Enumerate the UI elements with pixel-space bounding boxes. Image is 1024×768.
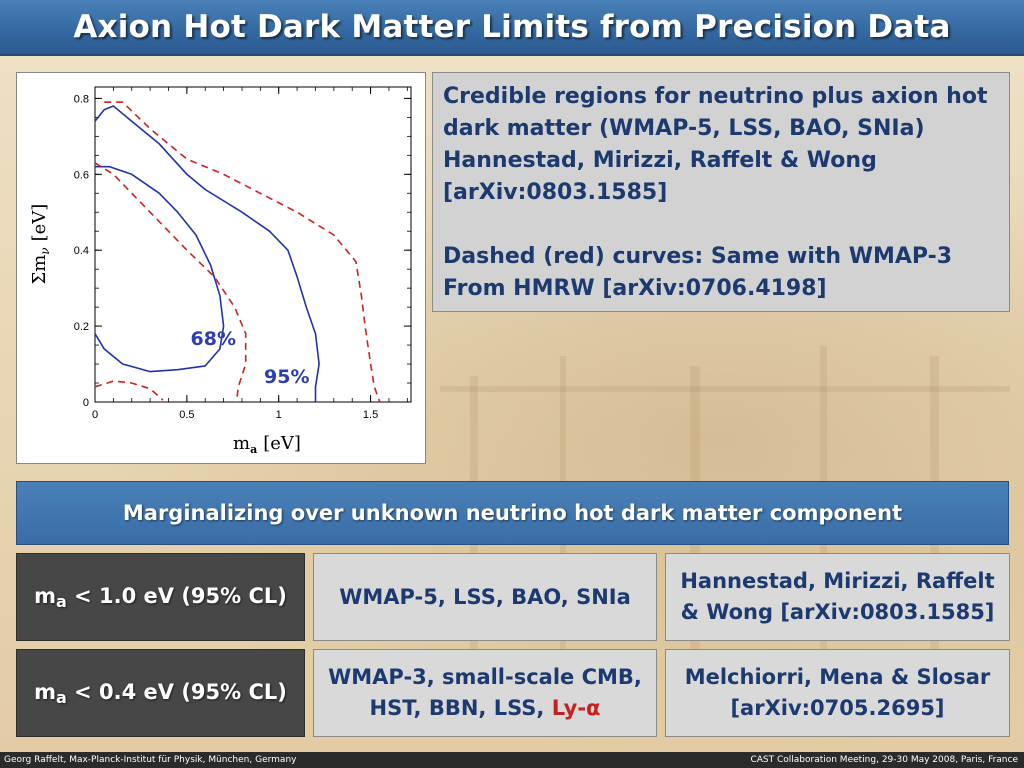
lyman-alpha-text: Ly-α xyxy=(551,696,601,720)
contour-label: 95% xyxy=(264,366,309,388)
limit-subscript: a xyxy=(55,591,67,611)
wmap3-contour xyxy=(94,380,164,401)
reference-line: [arXiv:0705.2695] xyxy=(730,696,945,720)
y-tick-label: 0 xyxy=(83,397,89,409)
data-sets-text: HST, BBN, LSS, xyxy=(369,696,552,720)
contour-plot: 0 0.5 1 1.5 0 0.2 0.4 0.6 0.8 68% 95% ma [eV] Σmν[eV] xyxy=(16,72,426,464)
info-line: From HMRW [arXiv:0706.4198] xyxy=(443,276,827,301)
y-tick-label: 0.6 xyxy=(74,169,89,181)
x-tick-label: 0 xyxy=(92,409,98,421)
reference-line: Hannestad, Mirizzi, Raffelt xyxy=(680,569,995,593)
info-line: Hannestad, Mirizzi, Raffelt & Wong xyxy=(443,148,877,173)
y-axis-label: Σmν[eV] xyxy=(29,204,52,285)
limit-cell-2: ma < 0.4 eV (95% CL) xyxy=(16,649,305,737)
info-line: Dashed (red) curves: Same with WMAP-3 xyxy=(443,244,953,269)
x-tick-label: 0.5 xyxy=(179,409,194,421)
wmap3-contour xyxy=(94,162,247,403)
info-line: [arXiv:0803.1585] xyxy=(443,180,668,205)
title-bar: Axion Hot Dark Matter Limits from Precis… xyxy=(0,0,1024,56)
limit-symbol: m xyxy=(34,679,56,704)
slide-title: Axion Hot Dark Matter Limits from Precis… xyxy=(73,9,951,45)
x-tick-label: 1.5 xyxy=(363,409,378,421)
y-tick-label: 0.4 xyxy=(74,245,89,257)
info-box: Credible regions for neutrino plus axion… xyxy=(432,72,1010,312)
reference-line: & Wong [arXiv:0803.1585] xyxy=(680,600,995,624)
info-line: dark matter (WMAP-5, LSS, BAO, SNIa) xyxy=(443,116,925,141)
data-sets-text: WMAP-5, LSS, BAO, SNIa xyxy=(339,584,631,609)
wmap5-contour xyxy=(94,165,225,373)
plot-frame xyxy=(94,86,412,403)
limit-value: < 1.0 eV (95% CL) xyxy=(66,583,287,608)
limit-symbol: m xyxy=(34,583,56,608)
limit-subscript: a xyxy=(55,687,67,707)
marginalizing-banner: Marginalizing over unknown neutrino hot … xyxy=(16,481,1009,545)
footer-bar: Georg Raffelt, Max-Planck-Institut für P… xyxy=(0,752,1024,768)
wmap5-contour xyxy=(94,105,320,402)
x-axis-label: ma [eV] xyxy=(233,433,301,456)
reference-line: Melchiorri, Mena & Slosar xyxy=(684,665,991,689)
data-cell-2: WMAP-3, small-scale CMB, HST, BBN, LSS, … xyxy=(313,649,657,737)
data-cell-1: WMAP-5, LSS, BAO, SNIa xyxy=(313,553,657,641)
x-tick-label: 1 xyxy=(276,409,282,421)
limit-value: < 0.4 eV (95% CL) xyxy=(66,679,287,704)
plot-svg: 0 0.5 1 1.5 0 0.2 0.4 0.6 0.8 68% 95% ma [eV] Σmν[eV] xyxy=(29,86,412,456)
data-sets-text: WMAP-3, small-scale CMB, xyxy=(328,665,642,689)
ref-cell-1: Hannestad, Mirizzi, Raffelt & Wong [arXi… xyxy=(665,553,1010,641)
ref-cell-2: Melchiorri, Mena & Slosar [arXiv:0705.26… xyxy=(665,649,1010,737)
limit-cell-1: ma < 1.0 eV (95% CL) xyxy=(16,553,305,641)
info-line: Credible regions for neutrino plus axion… xyxy=(443,84,988,109)
footer-event: CAST Collaboration Meeting, 29-30 May 20… xyxy=(750,755,1018,765)
wmap3-contour xyxy=(104,101,381,403)
footer-author: Georg Raffelt, Max-Planck-Institut für P… xyxy=(4,755,297,765)
y-tick-label: 0.2 xyxy=(74,321,89,333)
y-tick-label: 0.8 xyxy=(74,93,89,105)
contour-label: 68% xyxy=(191,328,236,350)
